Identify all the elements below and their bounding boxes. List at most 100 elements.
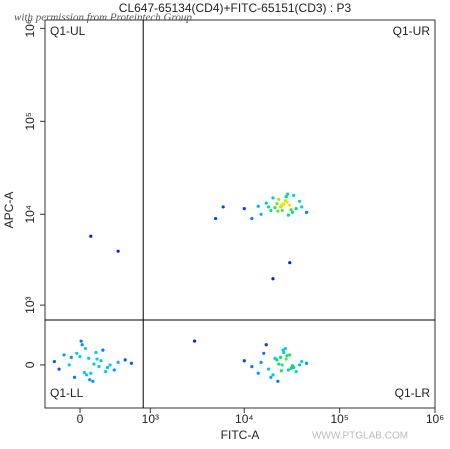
event-dot	[285, 200, 289, 204]
event-dot	[250, 216, 254, 221]
event-dot	[91, 379, 95, 383]
event-dot	[285, 354, 289, 358]
event-dot	[289, 366, 293, 370]
event-dot	[101, 348, 105, 352]
event-dot	[300, 359, 304, 364]
event-dot	[288, 203, 292, 207]
y-tick-label: 10⁴	[23, 205, 37, 224]
event-dot	[84, 373, 89, 377]
event-dot	[78, 354, 82, 359]
event-dot	[267, 367, 271, 371]
event-dot	[88, 378, 92, 382]
event-dot	[289, 208, 293, 212]
event-dot	[277, 197, 281, 201]
event-dot	[250, 364, 254, 369]
event-dot	[94, 350, 98, 355]
event-dot	[67, 363, 71, 367]
event-dot	[89, 234, 93, 238]
y-tick-label: 10³	[23, 296, 37, 313]
event-dot	[267, 205, 271, 209]
event-dot	[280, 363, 284, 367]
event-dot	[276, 379, 280, 383]
event-dot	[97, 364, 101, 369]
watermark: WWW.PTGLAB.COM	[312, 431, 408, 442]
event-dot	[116, 249, 120, 253]
event-dot	[286, 192, 290, 196]
event-dot	[264, 201, 268, 205]
x-tick-label: 10³	[142, 412, 159, 426]
event-dot	[89, 371, 93, 375]
x-tick-label: 10⁵	[330, 412, 348, 426]
event-dot	[79, 339, 83, 343]
event-dot	[300, 205, 304, 209]
event-dot	[279, 369, 283, 373]
event-dot	[83, 346, 88, 351]
event-dot	[288, 261, 292, 265]
event-dot	[304, 361, 309, 365]
event-dot	[286, 368, 290, 372]
event-dot	[82, 370, 86, 375]
event-dot	[271, 373, 275, 377]
event-dot	[108, 363, 112, 367]
event-dot	[75, 351, 79, 355]
event-dot	[281, 348, 285, 352]
event-dot	[279, 204, 283, 208]
chart-title: CL647-65134(CD4)+FITC-65151(CD3) : P3	[119, 1, 352, 15]
event-dot	[275, 202, 279, 206]
event-dot	[256, 204, 260, 208]
event-dot	[273, 356, 277, 360]
event-dot	[280, 208, 284, 213]
x-axis-label: FITC-A	[221, 428, 260, 442]
event-dot	[242, 207, 246, 211]
event-dot	[286, 213, 290, 217]
event-dot	[123, 358, 127, 362]
y-tick-label: 10⁵	[23, 112, 37, 130]
quadrant-label: Q1-LL	[50, 386, 84, 400]
event-dot	[290, 364, 295, 368]
event-dot	[192, 339, 197, 343]
event-dot	[129, 361, 133, 365]
event-dot	[262, 351, 266, 355]
event-dot	[271, 196, 275, 200]
watermark: with permission from Proteintech Group	[14, 12, 192, 24]
event-dot	[290, 210, 295, 214]
event-dot	[259, 360, 263, 364]
event-dot	[288, 353, 292, 357]
x-tick-label: 10⁶	[426, 412, 444, 426]
x-tick-label: 10⁴	[235, 412, 254, 426]
y-tick-label: 0	[23, 361, 37, 368]
event-dot	[284, 357, 288, 361]
event-dot	[242, 359, 246, 363]
quadrant-label: Q1-LR	[395, 386, 431, 400]
event-dot	[277, 362, 281, 366]
x-tick-label: 0	[77, 412, 84, 426]
event-dot	[69, 355, 73, 359]
event-dot	[256, 371, 260, 375]
event-dot	[57, 367, 61, 371]
event-dot	[283, 346, 288, 351]
event-dot	[87, 356, 91, 360]
event-dot	[269, 375, 273, 379]
event-dot	[62, 353, 66, 357]
event-dot	[294, 207, 298, 211]
event-dot	[104, 370, 108, 374]
event-dot	[271, 277, 275, 281]
event-dot	[92, 362, 96, 366]
event-dot	[284, 195, 288, 199]
event-dot	[273, 206, 277, 210]
event-dot	[276, 209, 280, 213]
event-dot	[269, 208, 273, 213]
event-dot	[292, 193, 296, 197]
event-dot	[221, 205, 225, 209]
event-dot	[80, 343, 84, 347]
event-dot	[72, 375, 77, 379]
event-dot	[294, 370, 298, 374]
event-dot	[112, 368, 116, 372]
event-dot	[259, 212, 263, 216]
quadrant-label: Q1-UL	[50, 24, 86, 38]
quadrant-label: Q1-UR	[393, 24, 431, 38]
event-dot	[304, 210, 309, 214]
event-dot	[214, 216, 218, 221]
event-dot	[95, 357, 99, 361]
